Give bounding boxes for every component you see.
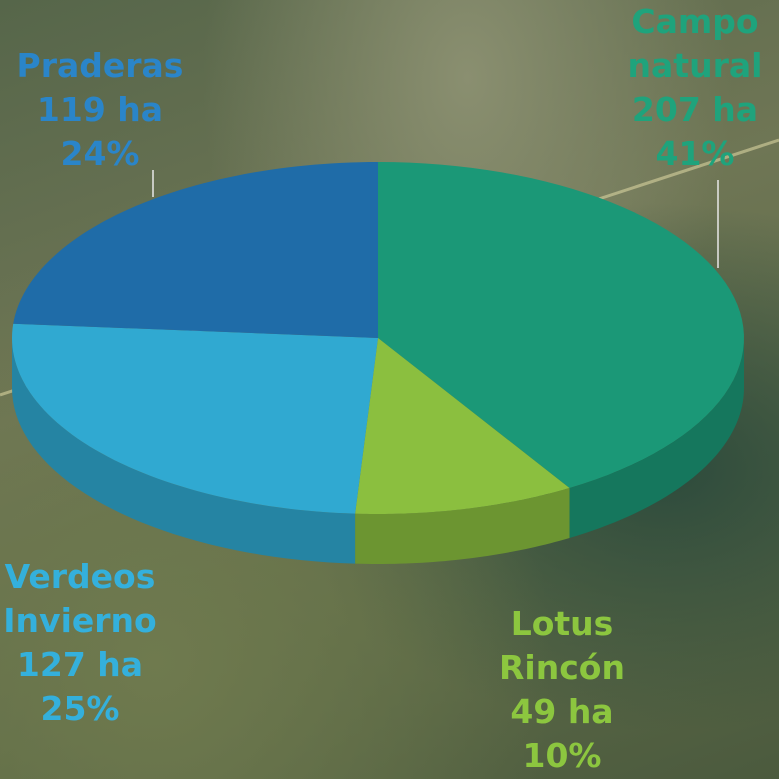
slice bbox=[355, 338, 570, 514]
label-name: Campo natural bbox=[627, 2, 763, 85]
slice bbox=[12, 323, 379, 514]
pie-sides bbox=[12, 338, 744, 564]
slice-side bbox=[569, 338, 744, 538]
slice bbox=[378, 162, 744, 488]
pie-tops bbox=[12, 162, 744, 514]
slice-side bbox=[355, 487, 570, 564]
slice-label: Praderas 119 ha 24% bbox=[0, 44, 200, 176]
label-percent: 41% bbox=[655, 134, 735, 173]
label-name: Verdeos Invierno bbox=[3, 557, 157, 640]
label-value: 207 ha bbox=[631, 90, 759, 129]
label-name: Praderas bbox=[16, 46, 184, 85]
label-value: 119 ha bbox=[36, 90, 164, 129]
slice bbox=[13, 162, 379, 338]
label-name: Lotus Rincón bbox=[499, 604, 625, 687]
slice-label: Campo natural 207 ha 41% bbox=[605, 0, 779, 176]
label-value: 127 ha bbox=[16, 645, 144, 684]
label-percent: 24% bbox=[60, 134, 140, 173]
slice-label: Lotus Rincón 49 ha 10% bbox=[472, 602, 652, 778]
slice-label: Verdeos Invierno 127 ha 25% bbox=[0, 555, 190, 731]
label-value: 49 ha bbox=[510, 692, 614, 731]
label-percent: 25% bbox=[40, 689, 120, 728]
slice-side bbox=[12, 338, 356, 564]
label-percent: 10% bbox=[522, 736, 602, 775]
